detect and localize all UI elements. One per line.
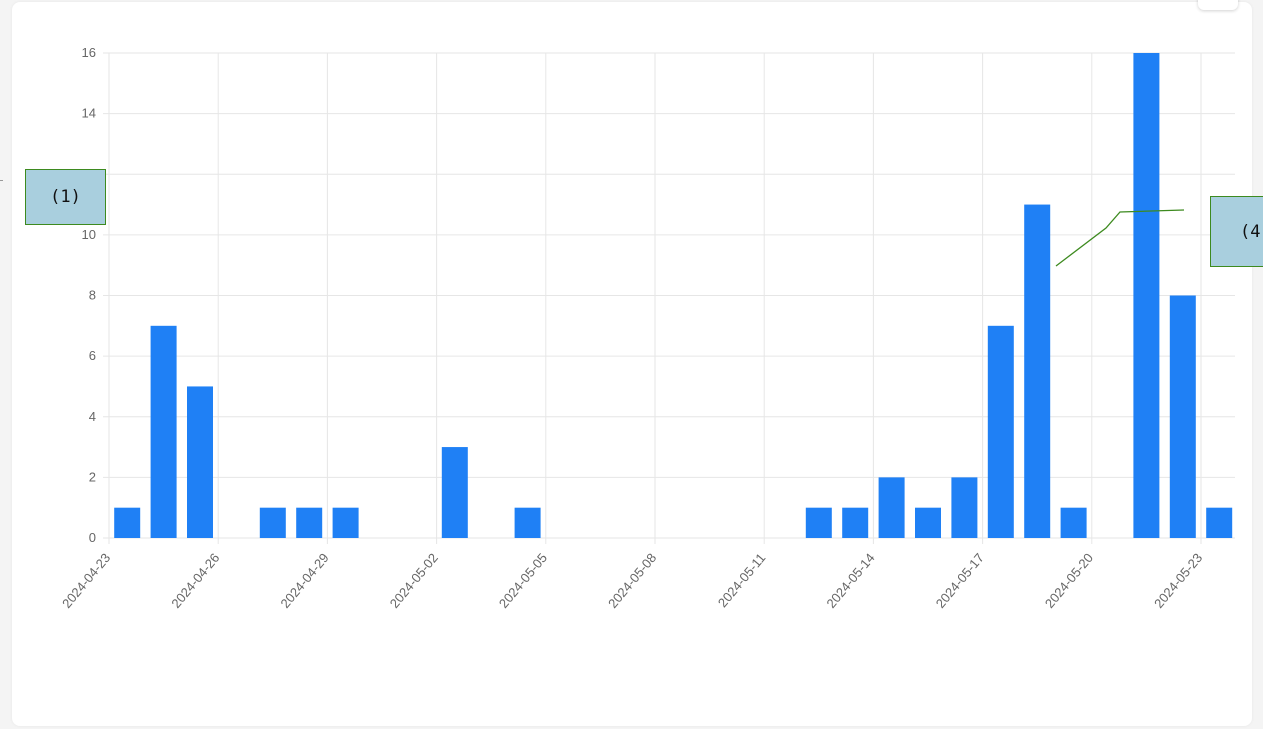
- bar: [296, 507, 323, 538]
- callout-1-label: (1): [50, 187, 81, 207]
- bar: [1133, 53, 1160, 538]
- x-tick-label: 2024-05-08: [605, 550, 659, 611]
- bar: [951, 477, 978, 538]
- y-tick-label: 2: [89, 469, 96, 484]
- x-tick-label: 2024-05-11: [715, 550, 769, 610]
- x-tick-label: 2024-05-02: [387, 550, 441, 611]
- bar: [878, 477, 905, 538]
- x-tick-label: 2024-04-23: [59, 550, 113, 611]
- callout-4: (4): [1210, 196, 1263, 267]
- y-tick-label: 16: [82, 45, 96, 60]
- chart-card: 02468101214162024-04-232024-04-262024-04…: [12, 0, 1252, 726]
- y-tick-label: 4: [89, 409, 96, 424]
- bar: [187, 386, 213, 538]
- bar: [987, 325, 1014, 538]
- callout-1: (1): [25, 169, 106, 225]
- bar: [332, 507, 359, 538]
- y-tick-label: 14: [82, 106, 96, 121]
- callout-4-label: (4): [1240, 221, 1263, 242]
- bar: [1169, 295, 1196, 538]
- y-tick-label: 8: [89, 288, 96, 303]
- bar: [114, 507, 141, 538]
- y-tick-label: 6: [89, 348, 96, 363]
- callout-4-leader-line: [1055, 209, 1185, 267]
- edge-tick: [0, 180, 3, 181]
- card-corner-tab[interactable]: [1198, 0, 1238, 10]
- bar: [514, 507, 541, 538]
- x-tick-label: 2024-05-23: [1151, 550, 1205, 611]
- bar: [1024, 204, 1051, 538]
- grid-lines: [103, 52, 1235, 544]
- x-tick-label: 2024-04-29: [277, 550, 331, 611]
- x-tick-label: 2024-05-17: [933, 550, 987, 611]
- bar: [441, 447, 468, 538]
- x-tick-label: 2024-05-20: [1042, 550, 1096, 611]
- bars: [114, 53, 1233, 538]
- x-tick-label: 2024-05-05: [496, 550, 550, 611]
- x-tick-label: 2024-05-14: [823, 550, 877, 611]
- bar-chart: 02468101214162024-04-232024-04-262024-04…: [59, 45, 1235, 611]
- bar: [1060, 507, 1087, 538]
- bar: [842, 507, 869, 538]
- x-tick-label: 2024-04-26: [168, 550, 222, 611]
- bar: [915, 507, 941, 538]
- bar: [150, 325, 177, 538]
- bar: [1206, 507, 1233, 538]
- y-tick-label: 10: [82, 227, 96, 242]
- bar: [259, 507, 286, 538]
- y-tick-label: 0: [89, 530, 96, 545]
- bar: [805, 507, 832, 538]
